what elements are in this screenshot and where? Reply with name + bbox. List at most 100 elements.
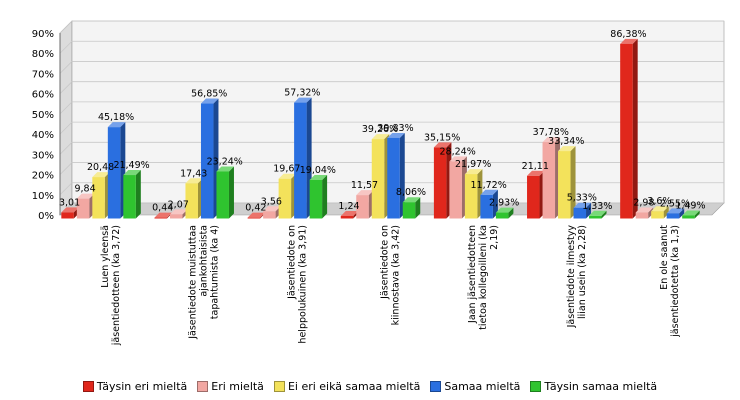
bar-top	[185, 178, 203, 184]
x-tick-label: Jaan jäsentiedotteen tietoa kollegoilleni…	[467, 225, 500, 330]
data-label: 3,56	[261, 196, 282, 207]
bar	[294, 97, 312, 219]
bar-top	[61, 207, 79, 213]
data-label: 45,18%	[98, 112, 134, 123]
chart: 0% 10% 20% 30% 40% 50% 60% 70% 80% 90% 3,01 9,84 20…	[32, 20, 725, 346]
bar	[387, 132, 405, 219]
bar-side	[322, 174, 328, 219]
x-tick-label-line: ajankohtaisista	[199, 225, 210, 297]
data-label: 1,49%	[675, 200, 705, 211]
bar-side	[663, 206, 669, 219]
bar-front	[169, 214, 183, 219]
bar	[573, 202, 592, 219]
legend-label: Täysin eri mieltä	[96, 380, 188, 393]
x-tick-label-line: Jäsentiedote muistuttaa	[188, 225, 199, 340]
bar-top	[294, 97, 312, 103]
gridline-side	[59, 20, 73, 34]
gridline-side	[59, 81, 73, 94]
bar	[402, 197, 421, 219]
bar	[371, 134, 390, 219]
bar-side	[586, 202, 592, 219]
data-label: 19,04%	[300, 165, 336, 176]
data-label: 19,67	[273, 164, 300, 175]
x-tick-label-line: Jaan jäsentiedotteen	[467, 225, 478, 324]
bar	[651, 206, 669, 219]
bar-top	[480, 189, 498, 195]
bar-top	[92, 172, 110, 178]
y-tick-label: 80%	[32, 49, 54, 60]
bar-top	[527, 170, 545, 176]
bar-side	[648, 207, 654, 219]
bar-top	[464, 169, 483, 175]
data-label: 1,33%	[582, 201, 612, 212]
bar-side	[632, 38, 638, 219]
bar-top	[263, 206, 281, 212]
bar-side	[399, 132, 405, 219]
data-label: 33,34%	[548, 136, 584, 147]
y-tick-label: 10%	[32, 191, 54, 202]
bar	[682, 210, 700, 219]
data-label: 39,83%	[377, 123, 413, 134]
x-tick-label-line: 2,19)	[489, 225, 500, 250]
bar-top	[495, 207, 514, 213]
y-tick-label: 60%	[32, 90, 54, 101]
bar-top	[635, 207, 654, 213]
gridline-side	[59, 182, 73, 196]
bar-top	[573, 202, 592, 208]
legend-swatch	[82, 381, 94, 392]
y-tick-label: 50%	[32, 110, 54, 121]
bar-top	[682, 210, 700, 216]
bar-front	[278, 178, 292, 219]
data-label: 2,98	[633, 197, 654, 208]
bar-front	[449, 161, 462, 219]
data-label: 28,24%	[440, 146, 476, 157]
bar-top	[620, 38, 638, 44]
data-label: 0,44	[152, 203, 173, 214]
bar-top	[433, 142, 452, 148]
x-tick-label-line: tapahtumista (ka 4)	[210, 225, 221, 319]
bar-front	[309, 179, 323, 219]
x-tick-label: Luen yleensä jäsentiedotteen (ka 3,72)	[100, 225, 122, 346]
data-label: 11,57	[351, 180, 378, 191]
x-tick-label-line: Jäsentiedote on	[286, 225, 297, 300]
legend-swatch	[273, 381, 285, 392]
bar	[309, 174, 328, 219]
bar-top	[278, 173, 297, 179]
data-label: 9,84	[74, 184, 95, 195]
x-tick-label: Jäsentiedote ilmestyy liian usein (ka 2,2…	[566, 225, 588, 329]
bar-side	[415, 197, 421, 219]
side-wall	[59, 20, 73, 216]
gridline-side	[59, 121, 73, 135]
y-tick-label: 30%	[32, 150, 54, 161]
bar-front	[185, 183, 198, 219]
bar-side	[694, 210, 700, 219]
bar-front	[263, 211, 276, 219]
y-tick-label: 40%	[32, 130, 54, 141]
data-label: 56,85%	[191, 89, 227, 100]
bar-side	[492, 189, 498, 219]
x-tick-label-line: liian usein (ka 2,28)	[577, 225, 588, 319]
bar-front	[200, 103, 214, 219]
gridline-side	[59, 61, 73, 74]
x-tick-label-line: tietoa kollegoilleni (ka	[478, 225, 489, 330]
legend-item: Samaa mieltä	[430, 380, 520, 393]
bar-front	[495, 212, 509, 219]
data-label: 2,07	[168, 199, 189, 210]
bar-front	[573, 207, 587, 219]
bar-top	[107, 122, 126, 128]
legend-label: Samaa mieltä	[444, 380, 521, 393]
data-label: 35,15%	[424, 132, 460, 143]
bar-top	[76, 193, 95, 199]
bar-top	[558, 146, 576, 152]
bar	[464, 169, 483, 219]
data-label: 2,93%	[489, 198, 519, 209]
bar	[635, 207, 654, 219]
data-label: 1,24	[338, 201, 359, 212]
bar	[495, 207, 514, 219]
y-tick-label: 20%	[32, 171, 54, 182]
bar-front	[433, 147, 447, 219]
x-tick-label-line: kiinnostava (ka 3,42)	[391, 225, 402, 325]
data-label: 37,78%	[533, 127, 569, 138]
y-axis: 0% 10% 20% 30% 40% 50% 60% 70% 80% 90%	[32, 29, 61, 222]
data-label: 21,49%	[113, 160, 149, 171]
